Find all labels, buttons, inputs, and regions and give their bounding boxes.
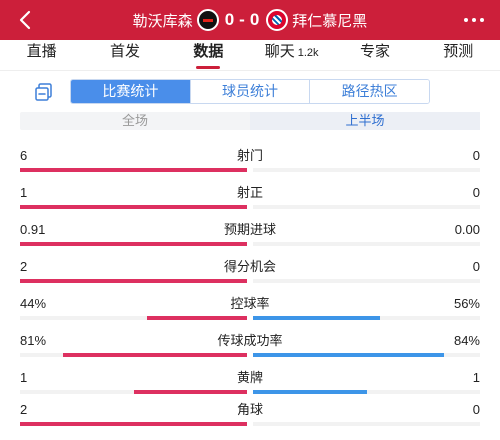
stat-row: 81% 传球成功率 84% [20,333,480,371]
period-full-match[interactable]: 全场 [121,113,148,128]
more-dot-icon [472,18,476,22]
stat-away-value: 84% [453,333,480,348]
away-bar-track [253,279,480,283]
stat-home-value: 44% [20,296,47,311]
stat-row: 1 黄牌 1 [20,370,480,408]
home-bar-track [20,316,247,320]
segment-match-stats[interactable]: 比赛统计 [71,80,190,103]
tab-chat[interactable]: 聊天 1.2k [250,40,333,70]
tabs-divider [0,70,500,71]
view-toggle-button[interactable] [34,82,54,102]
stat-label: 黄牌 [236,370,263,385]
chat-count: 1.2k [297,47,319,59]
segment-player-stats[interactable]: 球员统计 [189,80,310,103]
stat-row: 1 射正 0 [20,185,480,223]
match-header: 勒沃库森 0 - 0 拜仁慕尼黑 [0,0,500,40]
more-button[interactable] [462,8,486,32]
away-bar-track [253,422,480,426]
leverkusen-crest-icon [196,9,219,31]
match-tabs: 直播 首发 数据 聊天 1.2k 专家 预测 [0,40,500,70]
stat-row: 2 得分机会 0 [20,259,480,297]
stat-label: 预期进球 [223,222,276,237]
stat-away-value: 56% [453,296,480,311]
home-bar-fill [20,205,247,209]
tab-label: 专家 [359,43,390,60]
home-bar-track [20,242,247,246]
away-bar-fill [253,316,381,320]
tab-experts[interactable]: 专家 [333,40,416,70]
tab-lineup[interactable]: 首发 [83,40,166,70]
tab-live[interactable]: 直播 [0,40,83,70]
tab-label: 数据 [193,43,224,60]
stat-home-value: 1 [20,185,28,200]
stat-row: 6 射门 0 [20,148,480,186]
stat-label: 得分机会 [223,259,276,274]
home-bar-fill [133,390,247,394]
away-bar-track [253,242,480,246]
stat-home-value: 2 [20,402,28,417]
away-bar-track [253,205,480,209]
stat-away-value: 0 [472,259,480,274]
tab-label: 直播 [26,43,57,60]
more-dot-icon [464,18,468,22]
home-bar-track [20,353,247,357]
stat-home-value: 0.91 [20,222,46,237]
more-dot-icon [480,18,484,22]
home-bar-fill [20,242,247,246]
away-bar-track [253,390,480,394]
stat-home-value: 1 [20,370,28,385]
back-button[interactable] [14,8,38,32]
bayern-crest-icon [266,9,289,31]
home-bar-track [20,390,247,394]
home-bar-track [20,279,247,283]
away-score: 0 [249,10,261,29]
home-team-name: 勒沃库森 [132,12,193,30]
document-icon [35,83,52,101]
away-team-name: 拜仁慕尼黑 [292,12,368,30]
stat-away-value: 1 [472,370,480,385]
home-bar-fill [20,279,247,283]
home-bar-track [20,205,247,209]
stat-label: 射正 [236,185,263,200]
stat-away-value: 0 [472,185,480,200]
home-bar-fill [147,316,247,320]
stat-label: 传球成功率 [217,333,283,348]
stat-label: 射门 [236,148,263,163]
tab-label: 聊天 [264,43,295,60]
tab-data[interactable]: 数据 [167,40,250,70]
tab-label: 首发 [109,43,140,60]
away-bar-fill [253,353,444,357]
home-bar-fill [63,353,247,357]
tab-label: 预测 [443,43,474,60]
home-bar-track [20,422,247,426]
home-bar-track [20,168,247,172]
stat-label: 角球 [236,402,263,417]
stat-away-value: 0.00 [454,222,480,237]
period-switch: 全场 上半场 [20,112,480,130]
stat-row: 44% 控球率 56% [20,296,480,334]
stat-home-value: 81% [20,333,47,348]
away-bar-track [253,353,480,357]
chevron-left-icon [19,10,31,30]
period-first-half[interactable]: 上半场 [250,112,480,130]
home-bar-fill [20,168,247,172]
home-bar-fill [20,422,247,426]
match-title: 勒沃库森 0 - 0 拜仁慕尼黑 [0,0,500,40]
away-bar-fill [253,390,367,394]
score-separator: - [239,10,246,29]
stat-home-value: 2 [20,259,28,274]
segment-heatmap[interactable]: 路径热区 [309,80,429,103]
away-bar-track [253,168,480,172]
home-score: 0 [224,10,236,29]
stats-type-switch: 比赛统计 球员统计 路径热区 [70,79,430,104]
stat-away-value: 0 [472,402,480,417]
stat-row: 2 角球 0 [20,402,480,440]
stat-row: 0.91 预期进球 0.00 [20,222,480,260]
away-bar-track [253,316,480,320]
stat-label: 控球率 [230,296,270,311]
stat-away-value: 0 [472,148,480,163]
stat-home-value: 6 [20,148,28,163]
tab-prediction[interactable]: 预测 [417,40,500,70]
